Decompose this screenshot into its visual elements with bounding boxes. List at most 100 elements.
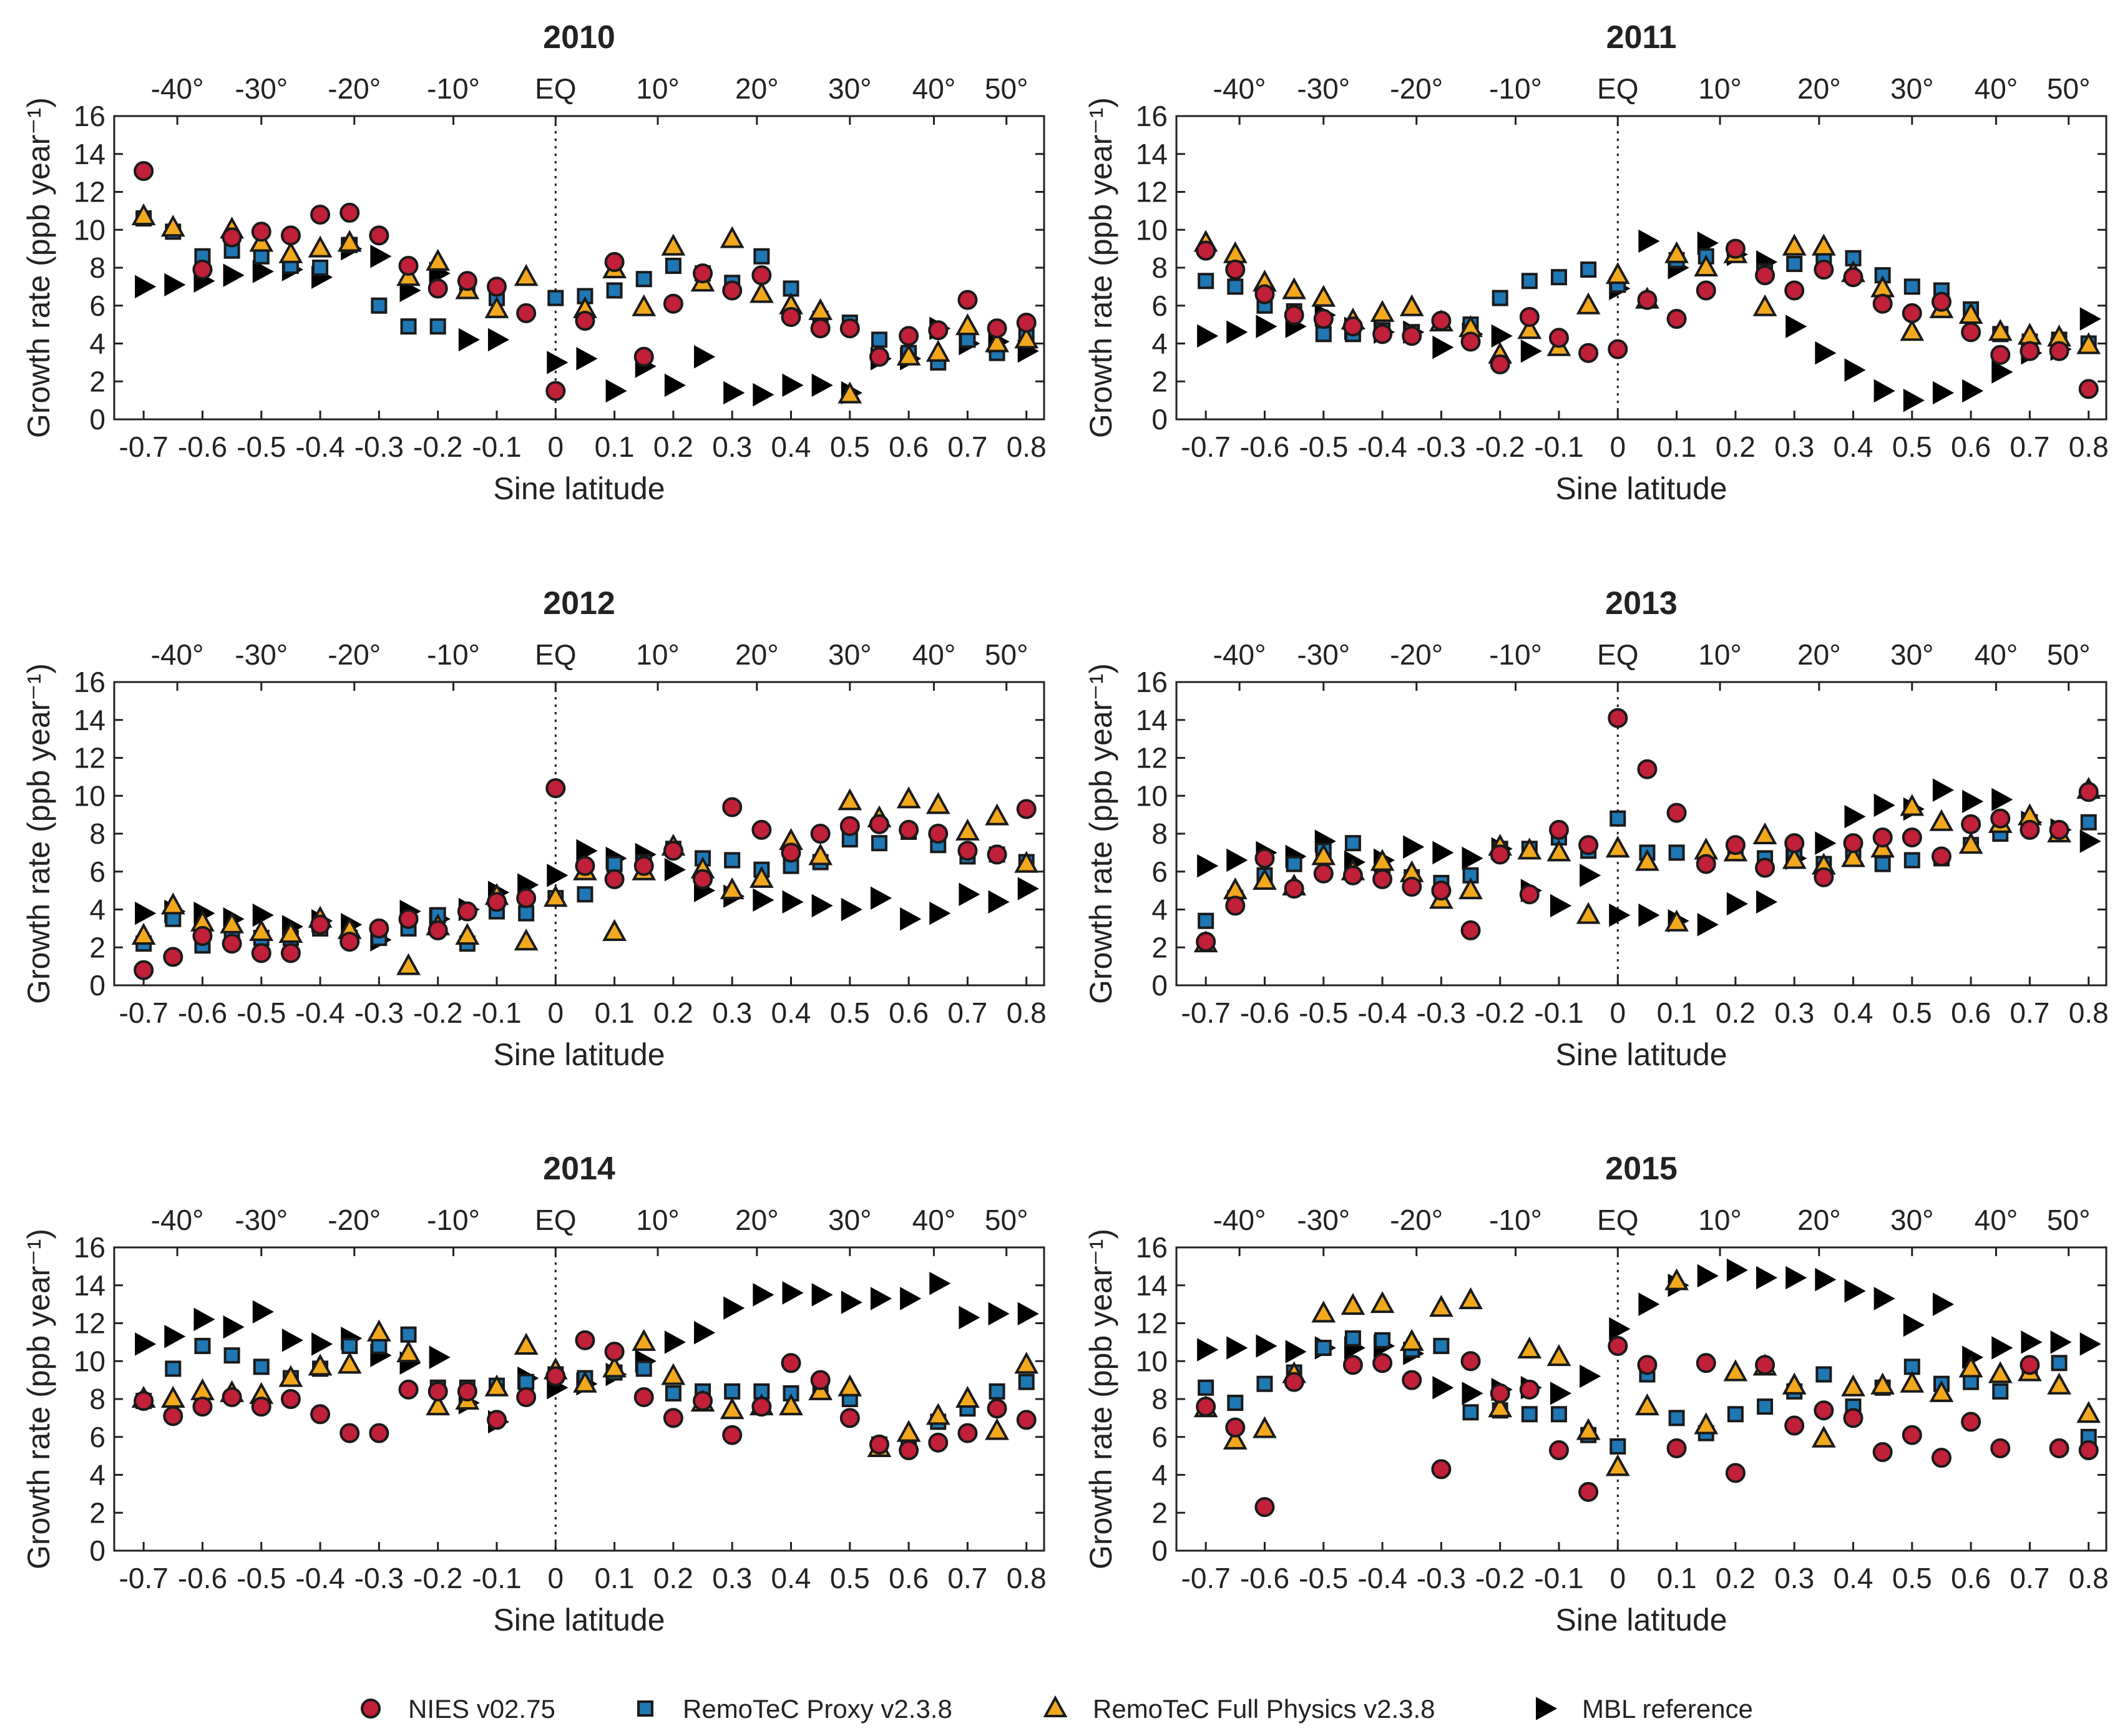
point-fullphys xyxy=(1223,241,1248,263)
point-fullphys xyxy=(985,1418,1009,1440)
point-mbl xyxy=(988,1302,1010,1326)
x-tick-label: -0.5 xyxy=(237,431,286,463)
point-mbl xyxy=(576,347,598,371)
y-tick-label: 0 xyxy=(89,969,105,1002)
point-nies xyxy=(839,1408,860,1428)
point-fullphys xyxy=(278,920,303,943)
x-tick-label: 0.3 xyxy=(1774,431,1814,463)
y-tick-label: 10 xyxy=(1136,779,1168,812)
y-tick-label: 12 xyxy=(74,176,105,208)
point-nies xyxy=(1902,303,1922,323)
point-nies xyxy=(633,346,654,367)
y-tick-label: 6 xyxy=(89,290,105,322)
x-tick-label: 0.5 xyxy=(830,997,870,1029)
point-fullphys xyxy=(278,1365,303,1387)
legend-label: RemoTeC Full Physics v2.3.8 xyxy=(1093,1694,1435,1724)
y-tick-label: 16 xyxy=(1136,100,1168,132)
top-tick-label: 10° xyxy=(636,638,680,671)
top-tick-label: 20° xyxy=(735,1204,779,1236)
point-proxy xyxy=(547,290,564,306)
series-nies xyxy=(134,1330,1037,1461)
top-tick-label: -30° xyxy=(1297,638,1350,671)
point-nies xyxy=(1843,267,1864,288)
point-mbl xyxy=(1873,379,1895,403)
y-tick-label: 14 xyxy=(1136,704,1168,736)
point-fullphys xyxy=(749,281,774,303)
point-mbl xyxy=(252,260,274,283)
point-fullphys xyxy=(749,866,774,888)
point-fullphys xyxy=(396,953,421,975)
point-nies xyxy=(722,1425,743,1445)
point-nies xyxy=(1931,291,1951,312)
point-proxy xyxy=(518,1373,535,1390)
point-fullphys xyxy=(779,1393,803,1416)
point-fullphys xyxy=(2047,1372,2071,1395)
x-tick-label: -0.7 xyxy=(1181,431,1231,463)
top-tick-label: -40° xyxy=(151,638,204,671)
point-proxy xyxy=(1462,1404,1479,1421)
point-proxy xyxy=(1344,835,1361,852)
point-nies xyxy=(1196,932,1216,952)
top-tick-label: -20° xyxy=(1390,1204,1443,1236)
point-proxy xyxy=(1286,856,1302,872)
point-mbl xyxy=(841,1290,862,1314)
point-proxy xyxy=(1550,269,1567,286)
point-fullphys xyxy=(926,1403,950,1425)
point-fullphys xyxy=(2076,1401,2101,1423)
point-fullphys xyxy=(1958,832,1983,854)
point-fullphys xyxy=(514,264,539,286)
point-nies xyxy=(1284,1372,1304,1392)
y-tick-label: 16 xyxy=(1136,1231,1168,1264)
x-tick-label: 0.7 xyxy=(947,1562,987,1594)
point-nies xyxy=(427,920,448,940)
point-nies xyxy=(1784,1415,1805,1436)
y-axis-label: Growth rate (ppb year⁻¹) xyxy=(1083,97,1118,438)
point-fullphys xyxy=(1488,1395,1513,1418)
point-fullphys xyxy=(1546,839,1571,862)
point-fullphys xyxy=(1282,277,1306,300)
point-nies xyxy=(310,914,331,935)
point-mbl xyxy=(2021,1330,2043,1354)
point-proxy xyxy=(724,1383,741,1400)
point-proxy xyxy=(606,282,623,299)
point-mbl xyxy=(929,1272,951,1295)
y-tick-label: 16 xyxy=(1136,666,1168,698)
point-fullphys xyxy=(308,1353,333,1376)
point-mbl xyxy=(1991,1336,2013,1360)
legend-label: MBL reference xyxy=(1582,1694,1753,1724)
point-proxy xyxy=(1227,1395,1244,1412)
point-fullphys xyxy=(1988,1361,2013,1383)
point-nies xyxy=(1490,354,1510,374)
point-fullphys xyxy=(484,296,509,318)
point-mbl xyxy=(2050,1330,2072,1354)
point-nies xyxy=(134,1391,154,1412)
point-proxy xyxy=(1903,852,1920,869)
point-fullphys xyxy=(1576,292,1601,315)
point-proxy xyxy=(1344,1330,1361,1347)
y-tick-label: 2 xyxy=(1151,931,1168,963)
x-tick-label: 0.4 xyxy=(771,1562,811,1594)
point-nies xyxy=(192,260,213,280)
point-nies xyxy=(339,1423,360,1443)
point-nies xyxy=(575,1330,595,1350)
x-tick-label: -0.1 xyxy=(1534,431,1583,463)
top-tick-label: 30° xyxy=(828,72,872,105)
top-tick-label: -40° xyxy=(151,1204,204,1236)
point-fullphys xyxy=(131,922,156,945)
legend-item-proxy: RemoTeC Proxy v2.3.8 xyxy=(637,1694,952,1724)
point-nies xyxy=(1755,265,1776,286)
point-mbl xyxy=(782,890,804,914)
point-nies xyxy=(810,1370,831,1390)
x-tick-label: -0.6 xyxy=(178,1562,227,1594)
point-nies xyxy=(1313,863,1334,884)
point-nies xyxy=(1931,1448,1951,1468)
x-tick-label: 0.8 xyxy=(2069,1562,2109,1594)
y-tick-label: 8 xyxy=(89,251,105,284)
y-tick-label: 2 xyxy=(89,931,105,963)
point-mbl xyxy=(1726,1258,1748,1282)
y-tick-label: 6 xyxy=(1151,856,1168,888)
point-fullphys xyxy=(632,1329,657,1351)
x-tick-label: -0.3 xyxy=(354,1562,404,1594)
point-fullphys xyxy=(131,203,156,225)
point-mbl xyxy=(252,903,274,927)
